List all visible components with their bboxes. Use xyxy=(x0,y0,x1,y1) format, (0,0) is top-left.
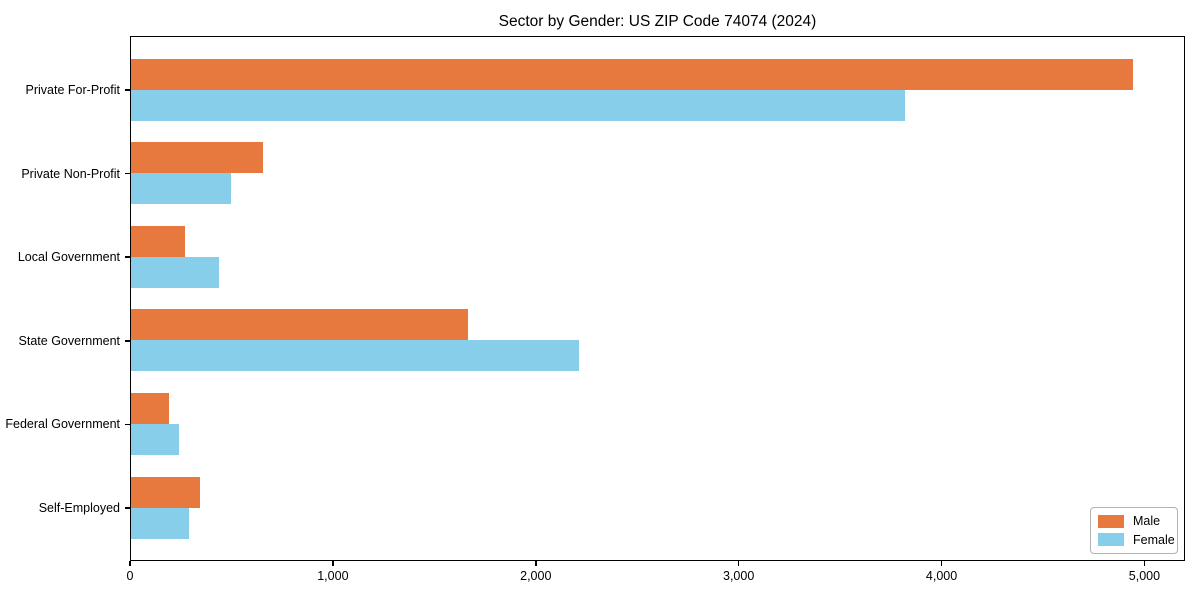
x-tick-mark xyxy=(940,561,943,566)
x-tick-mark xyxy=(129,561,131,566)
x-tick-mark xyxy=(737,561,740,566)
legend-item-female: Female xyxy=(1098,533,1175,547)
x-tick-mark xyxy=(535,561,537,566)
x-tick-mark xyxy=(332,561,334,566)
y-tick-mark xyxy=(125,89,130,91)
x-tick-label-2000: 2,000 xyxy=(520,569,552,583)
bar-male-private-for-profit xyxy=(131,58,1134,90)
bar-female-private-non-profit xyxy=(131,173,232,205)
y-label-private-for-profit: Private For-Profit xyxy=(25,83,120,97)
plot-area xyxy=(130,36,1185,561)
legend-label-female: Female xyxy=(1133,532,1175,547)
chart-title: Sector by Gender: US ZIP Code 74074 (202… xyxy=(498,13,817,30)
legend-item-male: Male xyxy=(1098,514,1170,528)
y-tick-mark xyxy=(125,423,130,426)
bar-female-local-government xyxy=(131,256,220,288)
bar-female-self-employed xyxy=(131,507,189,539)
bar-female-federal-government xyxy=(131,423,179,455)
y-label-federal-government: Federal Government xyxy=(5,417,120,432)
y-tick-mark xyxy=(125,507,130,509)
bar-female-state-government xyxy=(131,340,579,372)
y-label-local-government: Local Government xyxy=(17,250,120,265)
x-tick-label-1000: 1,000 xyxy=(317,569,349,583)
y-tick-mark xyxy=(125,172,130,175)
legend: Male Female xyxy=(1090,507,1178,554)
x-tick-label-5000: 5,000 xyxy=(1128,569,1161,583)
x-tick-label-4000: 4,000 xyxy=(925,569,958,583)
bar-male-self-employed xyxy=(131,476,200,508)
x-tick-mark xyxy=(1143,561,1146,566)
y-tick-mark xyxy=(125,340,130,342)
bar-male-federal-government xyxy=(131,392,170,424)
y-label-private-non-profit: Private Non-Profit xyxy=(21,166,120,181)
x-tick-label-0: 0 xyxy=(126,569,134,583)
bars-container xyxy=(131,37,1184,560)
legend-label-male: Male xyxy=(1133,514,1161,529)
bar-male-private-non-profit xyxy=(131,142,263,174)
y-label-self-employed: Self-Employed xyxy=(38,501,120,515)
bar-male-local-government xyxy=(131,225,185,257)
male-swatch xyxy=(1098,514,1124,528)
bar-female-private-for-profit xyxy=(131,89,905,121)
x-tick-label-3000: 3,000 xyxy=(723,569,755,583)
y-label-state-government: State Government xyxy=(18,333,120,348)
y-tick-mark xyxy=(125,256,130,258)
female-swatch xyxy=(1098,533,1124,547)
bar-male-state-government xyxy=(131,309,469,341)
